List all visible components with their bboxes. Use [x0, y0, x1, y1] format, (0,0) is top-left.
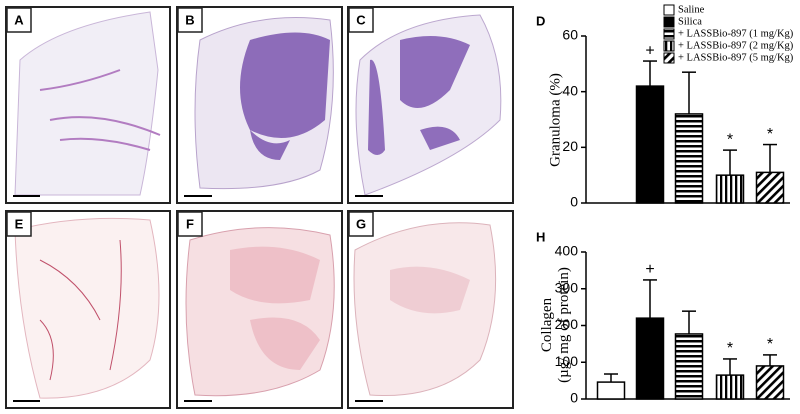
y-tick-label: 0: [570, 194, 578, 210]
bar: [755, 365, 785, 400]
y-tick-label: 300: [555, 279, 579, 295]
legend-swatch: [663, 40, 675, 52]
panel-label-box: [6, 211, 32, 237]
error-bar: [643, 60, 657, 87]
panel-label-box: [6, 7, 32, 33]
legend-label: Saline: [678, 4, 705, 15]
panel-label: D: [536, 13, 545, 28]
error-bar: [682, 310, 696, 334]
error-bar: [763, 354, 777, 366]
bar: [596, 381, 626, 400]
legend-label: + LASSBio-897 (1 mg/Kg): [678, 28, 794, 39]
bar: [715, 174, 745, 204]
lesion: [390, 266, 470, 314]
panel-label-box: [348, 7, 374, 33]
error-bar: [723, 358, 737, 376]
tissue: [14, 217, 160, 399]
y-tick-label: 400: [555, 243, 579, 259]
histology: [5, 6, 514, 409]
error-bar: [723, 149, 737, 176]
panel-label-box: [177, 211, 203, 237]
tissue: [14, 11, 159, 196]
scale-bars: [13, 195, 383, 402]
panel-label-box: [177, 7, 203, 33]
lesion: [368, 36, 470, 155]
annotation: +: [645, 42, 654, 59]
y-tick-label: 20: [562, 138, 578, 154]
error-bar: [604, 373, 618, 383]
y-tick-label: 200: [555, 316, 579, 332]
panel-label: F: [186, 216, 194, 231]
lesion: [240, 32, 330, 160]
y-axis-label: (µg/ mg of protein): [556, 267, 572, 383]
panel-label: G: [356, 216, 366, 231]
error-bar: [643, 279, 657, 319]
y-tick-label: 0: [570, 390, 578, 406]
bar: [674, 333, 704, 400]
y-tick-label: 100: [555, 353, 579, 369]
panel-label: C: [356, 12, 366, 27]
vessels: [39, 239, 122, 381]
panel-label: B: [185, 12, 194, 27]
legend-swatch: [663, 52, 675, 64]
annotation: *: [727, 131, 733, 148]
vessels: [39, 69, 161, 151]
legend-label: Silica: [678, 16, 702, 27]
error-bar: [682, 71, 696, 114]
annotation: *: [727, 340, 733, 357]
panel-label-box: [348, 211, 374, 237]
legend-swatch: [663, 4, 675, 16]
y-tick-label: 60: [562, 27, 578, 43]
annotation: *: [767, 126, 773, 143]
y-tick-label: 40: [562, 82, 578, 98]
error-bar: [763, 143, 777, 173]
bar: [755, 171, 785, 204]
bar: [674, 113, 704, 204]
panel-label: A: [14, 12, 24, 27]
panel-label: H: [536, 229, 545, 244]
y-axis-label: Collagen: [539, 297, 555, 352]
legend-label: + LASSBio-897 (5 mg/Kg): [678, 52, 794, 63]
bar: [635, 317, 665, 400]
bar: [715, 374, 745, 400]
annotation: +: [645, 261, 654, 278]
legend-swatch: [663, 16, 675, 28]
panel-label: E: [15, 216, 24, 231]
y-axis-label: Granuloma (%): [547, 73, 563, 167]
panel-labels: A B C E F G: [6, 7, 374, 237]
bar: [635, 85, 665, 204]
lesion: [230, 246, 320, 370]
annotation: *: [767, 336, 773, 353]
legend-swatch: [663, 28, 675, 40]
legend-label: + LASSBio-897 (2 mg/Kg): [678, 40, 794, 51]
